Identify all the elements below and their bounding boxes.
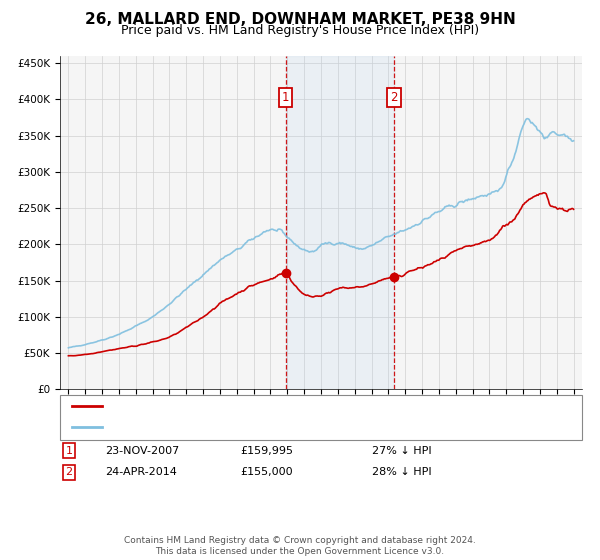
Bar (286, 56, 394, 389)
Text: Contains HM Land Registry data © Crown copyright and database right 2024.
This d: Contains HM Land Registry data © Crown c… (124, 536, 476, 556)
Text: 26, MALLARD END, DOWNHAM MARKET, PE38 9HN: 26, MALLARD END, DOWNHAM MARKET, PE38 9H… (85, 12, 515, 27)
Text: £159,995: £159,995 (240, 446, 293, 456)
Text: HPI: Average price, detached house, King's Lynn and West Norfolk: HPI: Average price, detached house, King… (108, 422, 469, 432)
Text: 28% ↓ HPI: 28% ↓ HPI (372, 467, 431, 477)
Text: 1: 1 (282, 91, 289, 104)
Text: 24-APR-2014: 24-APR-2014 (105, 467, 177, 477)
Text: 1: 1 (65, 446, 73, 456)
Text: 27% ↓ HPI: 27% ↓ HPI (372, 446, 431, 456)
Text: 2: 2 (65, 467, 73, 477)
Text: 26, MALLARD END, DOWNHAM MARKET, PE38 9HN (detached house): 26, MALLARD END, DOWNHAM MARKET, PE38 9H… (108, 401, 486, 411)
Text: Price paid vs. HM Land Registry's House Price Index (HPI): Price paid vs. HM Land Registry's House … (121, 24, 479, 36)
Text: 2: 2 (390, 91, 398, 104)
Text: 23-NOV-2007: 23-NOV-2007 (105, 446, 179, 456)
Text: £155,000: £155,000 (240, 467, 293, 477)
